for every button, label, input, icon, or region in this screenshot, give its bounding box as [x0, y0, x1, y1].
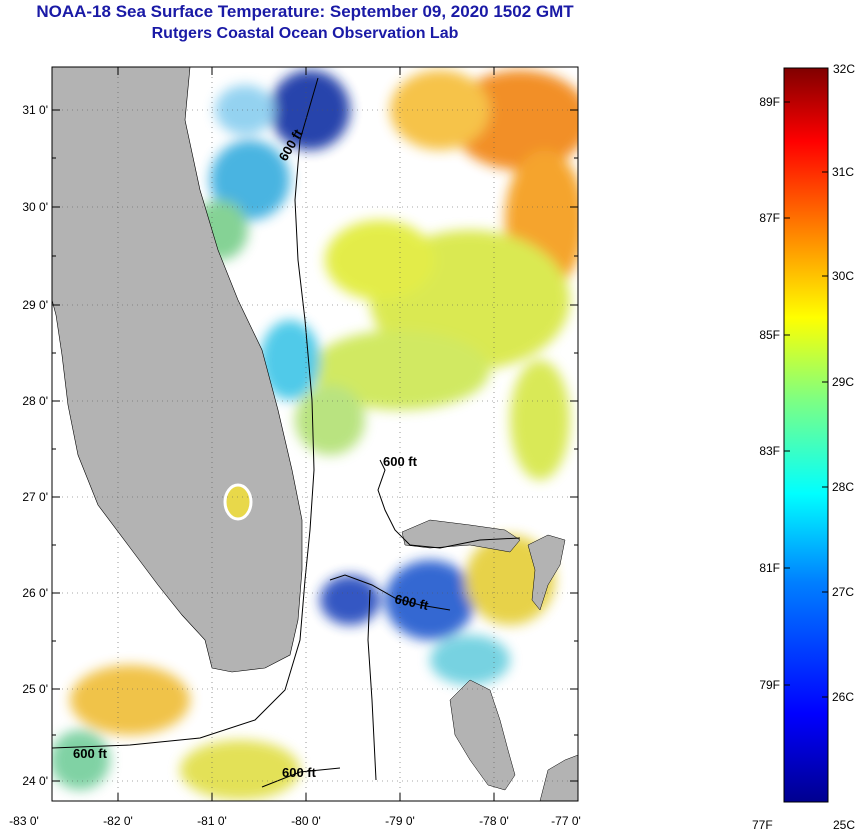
lat-label: 25 0' — [22, 682, 48, 696]
lat-label: 31 0' — [22, 103, 48, 117]
celsius-label: 31C — [832, 165, 854, 179]
fahrenheit-label: 79F — [759, 678, 780, 692]
contour-label: 600 ft — [73, 746, 108, 761]
contour-label: 600 ft — [282, 765, 317, 780]
longitude-labels: -83 0' -82 0' -81 0' -80 0' -79 0' -78 0… — [9, 814, 581, 828]
temperature-colorbar: 32C 77F 25C 89F 87F 85F 83F 81F 79F 31C … — [752, 62, 855, 832]
contour-label: 600 ft — [393, 591, 430, 613]
colorbar-gradient — [783, 67, 829, 803]
lat-label: 28 0' — [22, 394, 48, 408]
lat-label: 24 0' — [22, 774, 48, 788]
fahrenheit-label: 89F — [759, 95, 780, 109]
colorbar-top-label: 32C — [833, 62, 855, 76]
contour-label: 600 ft — [383, 454, 418, 469]
fahrenheit-label: 83F — [759, 444, 780, 458]
map-subtitle: Rutgers Coastal Ocean Observation Lab — [151, 25, 459, 42]
map-panel: 600 ft 600 ft 600 ft 600 ft 600 ft 31 0'… — [9, 66, 581, 828]
celsius-label: 30C — [832, 269, 854, 283]
fahrenheit-label: 87F — [759, 211, 780, 225]
celsius-label: 29C — [832, 375, 854, 389]
celsius-label: 27C — [832, 585, 854, 599]
lon-label: -79 0' — [385, 814, 415, 828]
map-frame — [51, 66, 579, 802]
lon-label: -83 0' — [9, 814, 39, 828]
colorbar-bottom-c-label: 25C — [833, 818, 855, 832]
fahrenheit-label: 85F — [759, 328, 780, 342]
andros-island — [449, 679, 516, 791]
celsius-label: 28C — [832, 480, 854, 494]
lon-label: -80 0' — [291, 814, 321, 828]
celsius-label: 26C — [832, 690, 854, 704]
lat-label: 29 0' — [22, 298, 48, 312]
lon-label: -82 0' — [103, 814, 133, 828]
latitude-labels: 31 0' 30 0' 29 0' 28 0' 27 0' 26 0' 25 0… — [22, 103, 48, 788]
lat-label: 26 0' — [22, 586, 48, 600]
isobath-contours — [52, 77, 521, 788]
lat-label: 30 0' — [22, 200, 48, 214]
lon-label: -77 0' — [551, 814, 581, 828]
lake-okeechobee — [223, 483, 253, 521]
fahrenheit-label: 81F — [759, 561, 780, 575]
grand-bahama-island — [401, 519, 521, 553]
lon-label: -81 0' — [197, 814, 227, 828]
lat-label: 27 0' — [22, 490, 48, 504]
lon-label: -78 0' — [479, 814, 509, 828]
map-title: NOAA-18 Sea Surface Temperature: Septemb… — [36, 2, 574, 21]
florida-landmass — [52, 67, 303, 673]
axis-ticks — [52, 67, 578, 801]
cuba-landmass — [539, 754, 578, 801]
abaco-island — [527, 534, 566, 611]
colorbar-bottom-f-label: 77F — [752, 818, 773, 832]
